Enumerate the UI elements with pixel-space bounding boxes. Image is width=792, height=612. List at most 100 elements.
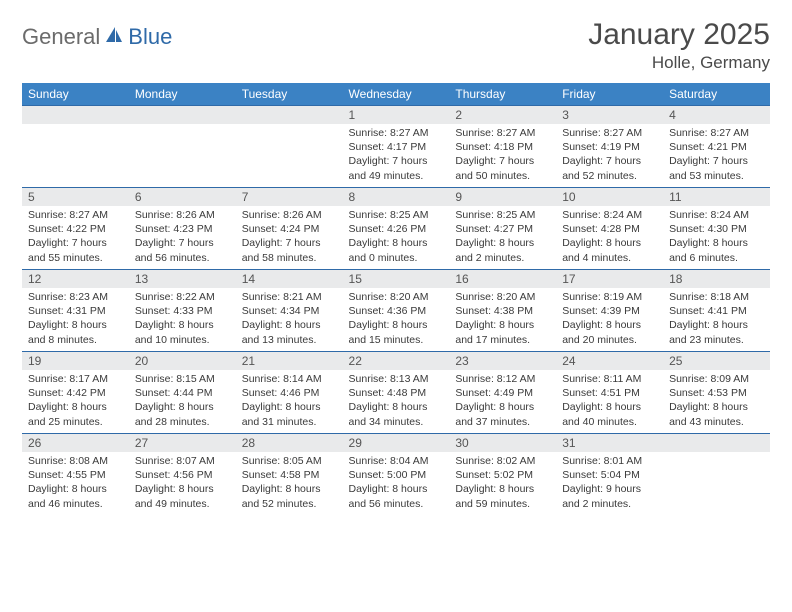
- calendar-week-row: 1Sunrise: 8:27 AMSunset: 4:17 PMDaylight…: [22, 106, 770, 188]
- daylight-text: Daylight: 8 hours: [135, 318, 230, 332]
- daylight-text: Daylight: 7 hours: [135, 236, 230, 250]
- daylight-text: Daylight: 8 hours: [135, 400, 230, 414]
- calendar-day-cell: 28Sunrise: 8:05 AMSunset: 4:58 PMDayligh…: [236, 434, 343, 516]
- sunrise-text: Sunrise: 8:19 AM: [562, 290, 657, 304]
- calendar-day-cell: 1Sunrise: 8:27 AMSunset: 4:17 PMDaylight…: [343, 106, 450, 188]
- calendar-day-cell: 20Sunrise: 8:15 AMSunset: 4:44 PMDayligh…: [129, 352, 236, 434]
- sunset-text: Sunset: 5:02 PM: [455, 468, 550, 482]
- sunrise-text: Sunrise: 8:27 AM: [669, 126, 764, 140]
- daylight-text: Daylight: 8 hours: [562, 400, 657, 414]
- sunset-text: Sunset: 4:38 PM: [455, 304, 550, 318]
- daylight-text: and 59 minutes.: [455, 497, 550, 511]
- sunset-text: Sunset: 4:30 PM: [669, 222, 764, 236]
- sunrise-text: Sunrise: 8:12 AM: [455, 372, 550, 386]
- title-block: January 2025 Holle, Germany: [588, 18, 770, 73]
- calendar-day-cell: 11Sunrise: 8:24 AMSunset: 4:30 PMDayligh…: [663, 188, 770, 270]
- daylight-text: Daylight: 8 hours: [349, 400, 444, 414]
- day-number: 25: [663, 352, 770, 370]
- daylight-text: Daylight: 8 hours: [349, 318, 444, 332]
- sunset-text: Sunset: 4:46 PM: [242, 386, 337, 400]
- daylight-text: and 34 minutes.: [349, 415, 444, 429]
- daylight-text: Daylight: 8 hours: [455, 482, 550, 496]
- daylight-text: Daylight: 8 hours: [242, 400, 337, 414]
- daylight-text: Daylight: 8 hours: [28, 482, 123, 496]
- calendar-body: 1Sunrise: 8:27 AMSunset: 4:17 PMDaylight…: [22, 106, 770, 516]
- day-number: 29: [343, 434, 450, 452]
- calendar-day-cell: 21 Sunrise: 8:14 AMSunset: 4:46 PMDayligh…: [236, 352, 343, 434]
- sunrise-text: Sunrise: 8:27 AM: [28, 208, 123, 222]
- calendar-day-cell: 2Sunrise: 8:27 AMSunset: 4:18 PMDaylight…: [449, 106, 556, 188]
- day-number: 4: [663, 106, 770, 124]
- daylight-text: and 6 minutes.: [669, 251, 764, 265]
- calendar-day-cell: 18Sunrise: 8:18 AMSunset: 4:41 PMDayligh…: [663, 270, 770, 352]
- daylight-text: Daylight: 8 hours: [242, 318, 337, 332]
- daylight-text: and 52 minutes.: [562, 169, 657, 183]
- sunset-text: Sunset: 4:26 PM: [349, 222, 444, 236]
- day-number: [663, 434, 770, 452]
- sunrise-text: Sunrise: 8:14 AM: [242, 372, 337, 386]
- day-data: Sunrise: 8:20 AMSunset: 4:36 PMDaylight:…: [343, 288, 450, 351]
- page-title: January 2025: [588, 18, 770, 51]
- day-number: 21: [236, 352, 343, 370]
- sunrise-text: Sunrise: 8:18 AM: [669, 290, 764, 304]
- sunrise-text: Sunrise: 8:07 AM: [135, 454, 230, 468]
- sunset-text: Sunset: 4:41 PM: [669, 304, 764, 318]
- sail-icon: [104, 25, 124, 50]
- day-number: 23: [449, 352, 556, 370]
- day-data: Sunrise: 8:19 AMSunset: 4:39 PMDaylight:…: [556, 288, 663, 351]
- daylight-text: and 55 minutes.: [28, 251, 123, 265]
- daylight-text: and 49 minutes.: [349, 169, 444, 183]
- sunset-text: Sunset: 4:27 PM: [455, 222, 550, 236]
- day-data: Sunrise: 8:05 AMSunset: 4:58 PMDaylight:…: [236, 452, 343, 515]
- day-number: 18: [663, 270, 770, 288]
- calendar-day-cell: 8Sunrise: 8:25 AMSunset: 4:26 PMDaylight…: [343, 188, 450, 270]
- calendar-day-cell: 6Sunrise: 8:26 AMSunset: 4:23 PMDaylight…: [129, 188, 236, 270]
- day-number: 7: [236, 188, 343, 206]
- sunset-text: Sunset: 4:56 PM: [135, 468, 230, 482]
- sunset-text: Sunset: 4:24 PM: [242, 222, 337, 236]
- day-number: 3: [556, 106, 663, 124]
- day-number: 14: [236, 270, 343, 288]
- daylight-text: and 4 minutes.: [562, 251, 657, 265]
- calendar-day-cell: 27Sunrise: 8:07 AMSunset: 4:56 PMDayligh…: [129, 434, 236, 516]
- sunrise-text: Sunrise: 8:05 AM: [242, 454, 337, 468]
- sunset-text: Sunset: 4:36 PM: [349, 304, 444, 318]
- calendar-day-cell: 24Sunrise: 8:11 AMSunset: 4:51 PMDayligh…: [556, 352, 663, 434]
- calendar-day-cell: 29Sunrise: 8:04 AMSunset: 5:00 PMDayligh…: [343, 434, 450, 516]
- day-number: 27: [129, 434, 236, 452]
- daylight-text: and 49 minutes.: [135, 497, 230, 511]
- calendar-day-cell: 14Sunrise: 8:21 AMSunset: 4:34 PMDayligh…: [236, 270, 343, 352]
- daylight-text: and 15 minutes.: [349, 333, 444, 347]
- daylight-text: Daylight: 8 hours: [28, 400, 123, 414]
- calendar-day-cell: 17Sunrise: 8:19 AMSunset: 4:39 PMDayligh…: [556, 270, 663, 352]
- day-number: 17: [556, 270, 663, 288]
- daylight-text: and 23 minutes.: [669, 333, 764, 347]
- daylight-text: Daylight: 8 hours: [455, 318, 550, 332]
- day-number: 19: [22, 352, 129, 370]
- location-label: Holle, Germany: [588, 53, 770, 73]
- day-number: 11: [663, 188, 770, 206]
- sunset-text: Sunset: 4:39 PM: [562, 304, 657, 318]
- sunrise-text: Sunrise: 8:25 AM: [455, 208, 550, 222]
- weekday-header: Monday: [129, 83, 236, 106]
- day-data: Sunrise: 8:07 AMSunset: 4:56 PMDaylight:…: [129, 452, 236, 515]
- day-data: Sunrise: 8:09 AMSunset: 4:53 PMDaylight:…: [663, 370, 770, 433]
- daylight-text: Daylight: 8 hours: [669, 236, 764, 250]
- sunrise-text: Sunrise: 8:02 AM: [455, 454, 550, 468]
- day-data: Sunrise: 8:15 AMSunset: 4:44 PMDaylight:…: [129, 370, 236, 433]
- header: General Blue January 2025 Holle, Germany: [22, 18, 770, 73]
- day-data: Sunrise: 8:21 AMSunset: 4:34 PMDaylight:…: [236, 288, 343, 351]
- sunrise-text: Sunrise: 8:08 AM: [28, 454, 123, 468]
- day-number: [22, 106, 129, 124]
- sunset-text: Sunset: 4:21 PM: [669, 140, 764, 154]
- daylight-text: Daylight: 8 hours: [455, 400, 550, 414]
- day-data: Sunrise: 8:27 AMSunset: 4:18 PMDaylight:…: [449, 124, 556, 187]
- calendar-day-cell: 19Sunrise: 8:17 AMSunset: 4:42 PMDayligh…: [22, 352, 129, 434]
- calendar-day-cell: 3Sunrise: 8:27 AMSunset: 4:19 PMDaylight…: [556, 106, 663, 188]
- sunrise-text: Sunrise: 8:24 AM: [562, 208, 657, 222]
- sunset-text: Sunset: 4:31 PM: [28, 304, 123, 318]
- calendar-week-row: 12Sunrise: 8:23 AMSunset: 4:31 PMDayligh…: [22, 270, 770, 352]
- sunrise-text: Sunrise: 8:26 AM: [242, 208, 337, 222]
- day-data: Sunrise: 8:02 AMSunset: 5:02 PMDaylight:…: [449, 452, 556, 515]
- daylight-text: and 40 minutes.: [562, 415, 657, 429]
